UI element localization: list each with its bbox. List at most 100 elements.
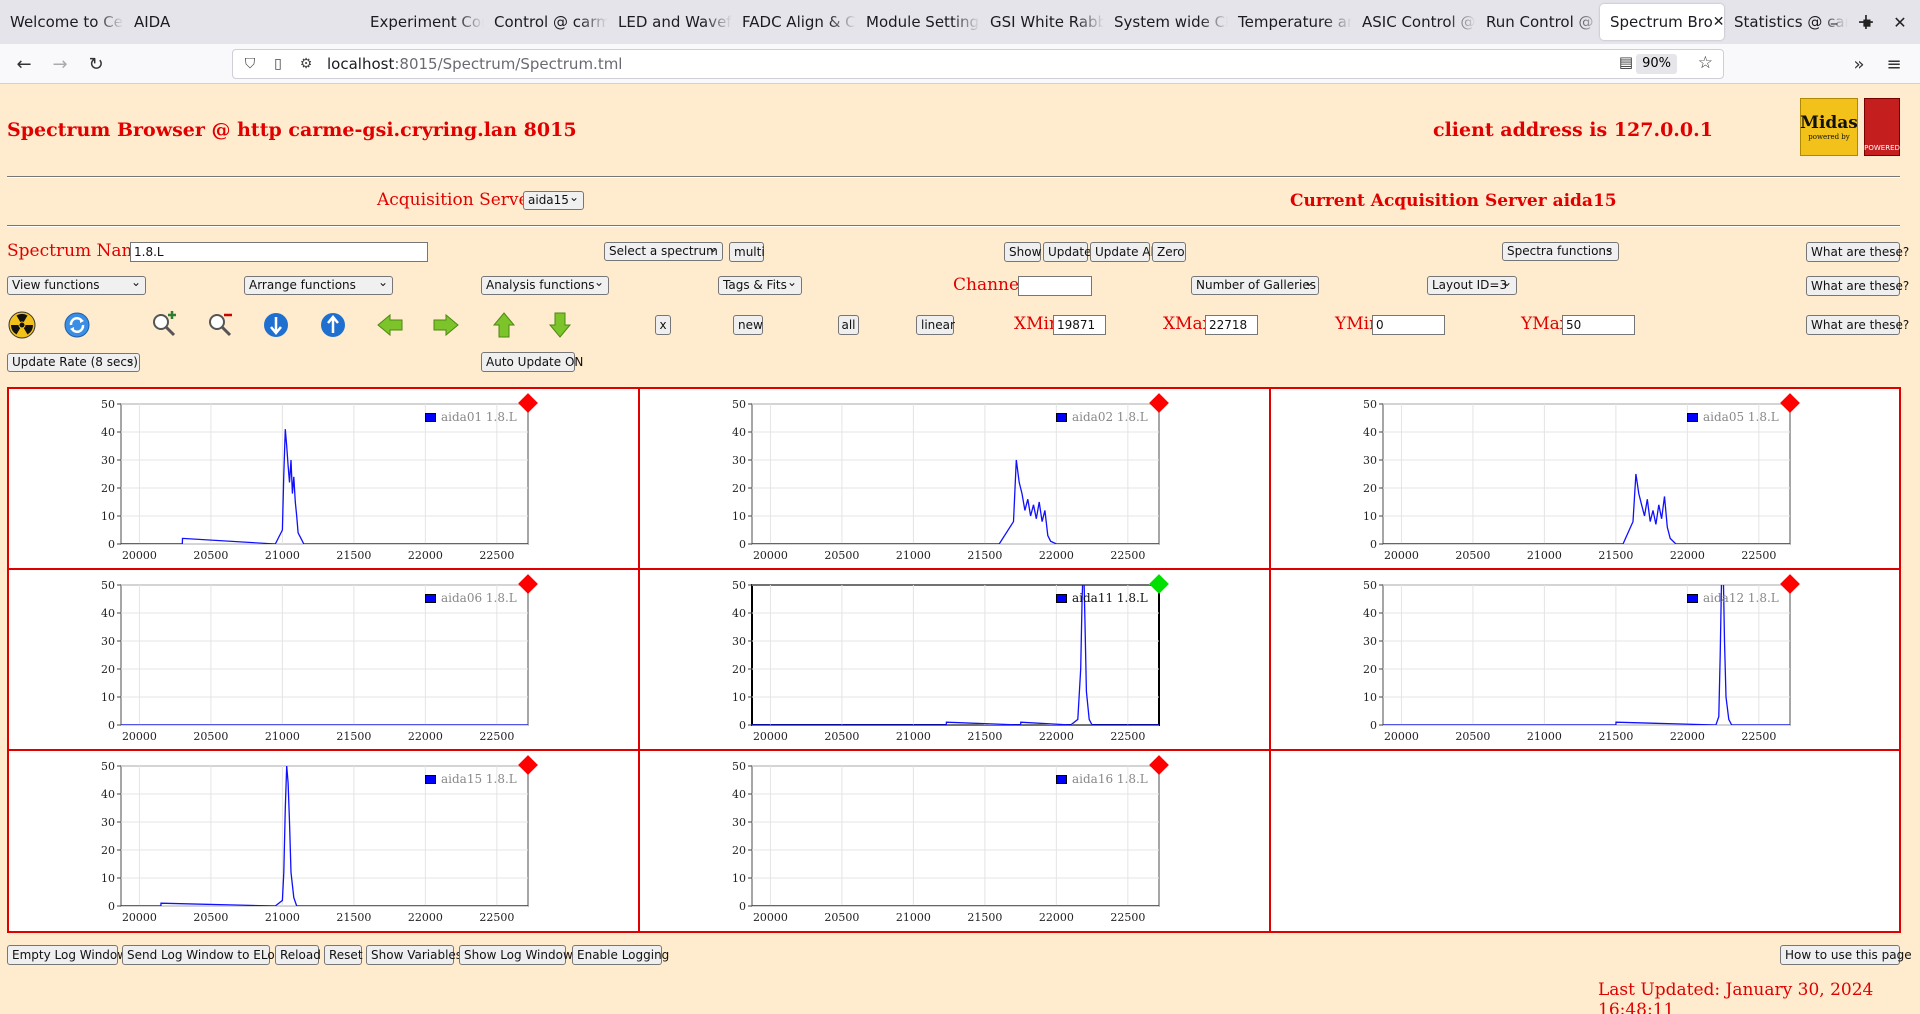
ymin-input[interactable]: 0 <box>1372 315 1445 335</box>
gallery-cell[interactable]: 20000 20500 21000 21500 22000 22500 0 10 20 30 40 5… <box>640 751 1271 931</box>
tab-label: ASIC Control @ <box>1362 13 1476 31</box>
update-all-button[interactable]: Update All <box>1090 242 1157 262</box>
gallery-cell[interactable]: 20000 20500 21000 21500 22000 22500 0 10 20 30 40 5… <box>9 751 640 931</box>
browser-tab[interactable]: Welcome to Ce <box>0 0 124 44</box>
multi-button[interactable]: multi <box>729 242 765 262</box>
arrow-down-icon[interactable] <box>545 310 575 340</box>
browser-tab[interactable]: FADC Align & C <box>732 0 856 44</box>
send-log-to-elog-button[interactable]: Send Log Window to ELog <box>122 945 282 965</box>
browser-tab[interactable]: Control @ carm <box>484 0 608 44</box>
spectrum-plot[interactable]: 20000 20500 21000 21500 22000 22500 0 10 20 30 40 5… <box>9 389 640 570</box>
menu-hamburger-icon[interactable]: ≡ <box>1886 53 1902 75</box>
spectra-functions-select[interactable]: Spectra functions <box>1502 242 1619 261</box>
shield-icon[interactable]: ⛉ <box>244 56 256 72</box>
minimize-icon[interactable]: – <box>1830 12 1838 32</box>
gallery-cell-empty[interactable] <box>1271 751 1899 931</box>
gallery-cell[interactable]: 20000 20500 21000 21500 22000 22500 0 10 20 30 40 5… <box>640 570 1271 751</box>
acquisition-server-select[interactable]: aida15 <box>523 191 584 210</box>
forward-arrow-icon[interactable]: → <box>52 53 68 75</box>
xmax-input[interactable]: 22718 <box>1205 315 1258 335</box>
auto-update-button[interactable]: Auto Update ON <box>481 352 583 372</box>
window-close-icon[interactable]: ✕ <box>1893 12 1907 32</box>
select-spectrum-select[interactable]: Select a spectrum <box>604 242 723 261</box>
gallery-cell[interactable]: 20000 20500 21000 21500 22000 22500 0 10 20 30 40 5… <box>640 389 1271 570</box>
what-are-these-button[interactable]: What are these? <box>1806 315 1909 335</box>
spectrum-plot[interactable]: 20000 20500 21000 21500 22000 22500 0 10 20 30 40 5… <box>640 751 1271 931</box>
browser-tab[interactable]: Module Setting <box>856 0 980 44</box>
spectrum-plot[interactable]: 20000 20500 21000 21500 22000 22500 0 10 20 30 40 5… <box>9 570 640 751</box>
xmin-input[interactable]: 19871 <box>1053 315 1106 335</box>
url-bar[interactable]: ⛉ ▯ ⚙ localhost:8015/Spectrum/Spectrum.t… <box>232 49 1724 79</box>
layout-id-select[interactable]: Layout ID=3 <box>1427 276 1517 295</box>
gallery-cell[interactable]: 20000 20500 21000 21500 22000 22500 0 10 20 30 40 5… <box>9 570 640 751</box>
new-button[interactable]: new <box>733 315 763 335</box>
overflow-chevron-icon[interactable]: » <box>1853 53 1865 75</box>
enable-logging-button[interactable]: Enable Logging <box>572 945 669 965</box>
browser-tab[interactable]: Run Control @ <box>1476 0 1600 44</box>
browser-tab[interactable]: ASIC Control @ <box>1352 0 1476 44</box>
permissions-icon[interactable]: ⚙ <box>299 56 313 72</box>
spectrum-plot[interactable]: 20000 20500 21000 21500 22000 22500 0 10 20 30 40 5… <box>1271 389 1899 570</box>
ymax-input[interactable]: 50 <box>1562 315 1635 335</box>
spectrum-plot[interactable]: 20000 20500 21000 21500 22000 22500 0 10 20 30 40 5… <box>640 570 1271 751</box>
analysis-functions-select[interactable]: Analysis functions <box>481 276 609 295</box>
update-rate-select[interactable]: Update Rate (8 secs) <box>7 353 140 372</box>
reload-icon[interactable]: ↻ <box>88 53 104 75</box>
spectrum-name-input[interactable]: 1.8.L <box>130 242 428 262</box>
channel-input[interactable] <box>1018 276 1092 296</box>
reader-view-icon[interactable]: ▤ <box>1618 53 1633 71</box>
show-variables-button[interactable]: Show Variables <box>366 945 462 965</box>
spectrum-plot[interactable]: 20000 20500 21000 21500 22000 22500 0 10 20 30 40 5… <box>9 751 640 931</box>
zoom-level-badge[interactable]: 90% <box>1636 54 1677 74</box>
browser-tab[interactable]: AIDA <box>124 0 248 44</box>
x-button[interactable]: x <box>655 315 671 335</box>
browser-tab[interactable]: Experiment Con <box>360 0 484 44</box>
y-tick-label: 20 <box>101 663 115 676</box>
reload-button[interactable]: Reload <box>275 945 321 965</box>
zero-button[interactable]: Zero <box>1152 242 1186 262</box>
number-of-galleries-select[interactable]: Number of Galleries <box>1191 276 1319 295</box>
all-button[interactable]: all <box>838 315 859 335</box>
y-tick-label: 40 <box>732 788 746 801</box>
browser-tab[interactable]: Temperature an <box>1228 0 1352 44</box>
back-arrow-icon[interactable]: ← <box>16 53 32 75</box>
tags-fits-select[interactable]: Tags & Fits <box>718 276 802 295</box>
what-are-these-button[interactable]: What are these? <box>1806 276 1909 296</box>
what-are-these-button[interactable]: What are these? <box>1806 242 1909 262</box>
arrow-left-icon[interactable] <box>375 310 405 340</box>
arrange-functions-select[interactable]: Arrange functions <box>244 276 393 295</box>
gallery-cell[interactable]: 20000 20500 21000 21500 22000 22500 0 10 20 30 40 5… <box>1271 570 1899 751</box>
browser-tab[interactable]: System wide Ch <box>1104 0 1228 44</box>
browser-tab-active[interactable]: Spectrum Bro ✕ <box>1600 4 1724 40</box>
browser-tab[interactable]: GSI White Rabb <box>980 0 1104 44</box>
spectrum-plot[interactable]: 20000 20500 21000 21500 22000 22500 0 10 20 30 40 5… <box>640 389 1271 570</box>
empty-log-window-button[interactable]: Empty Log Window <box>7 945 127 965</box>
how-to-use-button[interactable]: How to use this page <box>1780 945 1912 965</box>
refresh-cycle-icon[interactable] <box>62 310 92 340</box>
fit-y-down-icon[interactable] <box>261 310 291 340</box>
arrow-right-icon[interactable] <box>431 310 461 340</box>
show-button[interactable]: Show <box>1004 242 1041 262</box>
linear-button[interactable]: linear <box>916 315 955 335</box>
radiation-icon[interactable] <box>7 310 37 340</box>
update-button[interactable]: Update <box>1043 242 1091 262</box>
arrow-up-icon[interactable] <box>489 310 519 340</box>
close-tab-icon[interactable]: ✕ <box>1712 14 1724 30</box>
page-icon[interactable]: ▯ <box>274 56 282 72</box>
spectrum-plot[interactable]: 20000 20500 21000 21500 22000 22500 0 10 20 30 40 5… <box>1271 570 1899 751</box>
maximize-icon[interactable]: ◼ <box>1862 15 1872 29</box>
view-functions-select[interactable]: View functions <box>7 276 146 295</box>
tab-label: FADC Align & C <box>742 13 856 31</box>
gallery-cell[interactable]: 20000 20500 21000 21500 22000 22500 0 10 20 30 40 5… <box>9 389 640 570</box>
fit-y-up-icon[interactable] <box>318 310 348 340</box>
zoom-out-icon[interactable] <box>205 310 235 340</box>
zoom-in-icon[interactable] <box>149 310 179 340</box>
ymin-label: YMin <box>1335 314 1381 334</box>
show-log-window-button[interactable]: Show Log Window <box>459 945 573 965</box>
bookmark-star-icon[interactable]: ☆ <box>1697 53 1713 73</box>
gallery-cell[interactable]: 20000 20500 21000 21500 22000 22500 0 10 20 30 40 5… <box>1271 389 1899 570</box>
browser-tab[interactable]: Statistics @ car <box>1724 0 1848 44</box>
reset-button[interactable]: Reset <box>324 945 363 965</box>
browser-tab[interactable]: LED and Wavef <box>608 0 732 44</box>
new-tab-plus-icon[interactable]: + <box>1856 9 1876 35</box>
